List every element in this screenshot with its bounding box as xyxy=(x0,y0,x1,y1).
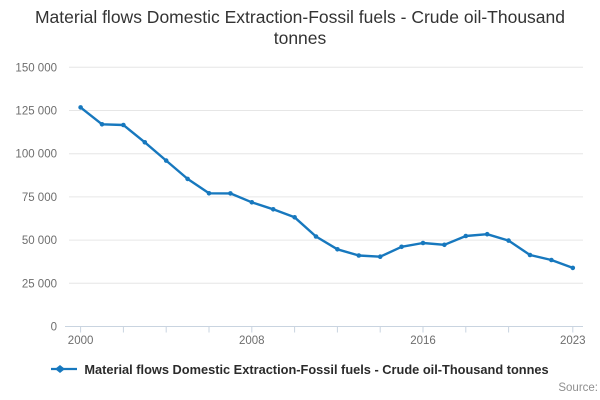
y-tick-label: 50 000 xyxy=(22,235,57,247)
series-marker[interactable] xyxy=(377,254,383,259)
series-marker[interactable] xyxy=(292,215,297,220)
series-marker[interactable] xyxy=(185,176,190,182)
series-marker[interactable] xyxy=(99,122,105,127)
series-marker[interactable] xyxy=(356,253,362,258)
y-tick-label: 125 000 xyxy=(15,106,57,118)
series-marker[interactable] xyxy=(570,265,576,271)
series-marker[interactable] xyxy=(313,234,319,239)
series-marker[interactable] xyxy=(549,257,554,263)
series-marker[interactable] xyxy=(527,252,533,258)
series-marker[interactable] xyxy=(206,191,212,196)
legend: Material flows Domestic Extraction-Fossi… xyxy=(0,360,600,378)
series-marker[interactable] xyxy=(142,140,148,145)
series-marker[interactable] xyxy=(335,247,340,252)
x-tick-label: 2023 xyxy=(560,335,586,347)
y-tick-label: 75 000 xyxy=(22,192,57,204)
y-tick-label: 25 000 xyxy=(22,278,57,290)
series-marker[interactable] xyxy=(442,242,447,248)
series-line xyxy=(79,106,574,270)
x-tick-label: 2008 xyxy=(239,335,265,347)
x-tick-label: 2000 xyxy=(68,335,94,347)
series-marker[interactable] xyxy=(249,200,255,205)
series-marker[interactable] xyxy=(228,191,233,196)
series-marker[interactable] xyxy=(163,158,169,163)
series-marker[interactable] xyxy=(484,231,490,237)
series-marker[interactable] xyxy=(121,122,126,128)
chart-title: Material flows Domestic Extraction-Fossi… xyxy=(34,7,566,48)
y-tick-label: 0 xyxy=(51,322,57,334)
chart-plot-area[interactable]: 0 25 000 50 000 75 000 100 000 125 000 150 000… xyxy=(0,0,600,352)
series-marker[interactable] xyxy=(506,238,511,243)
series-marker[interactable] xyxy=(78,105,83,110)
series-marker[interactable] xyxy=(270,207,276,212)
legend-item[interactable]: Material flows Domestic Extraction-Fossi… xyxy=(51,361,549,377)
y-tick-label: 100 000 xyxy=(15,149,57,161)
series-marker[interactable] xyxy=(399,244,404,250)
source-label: Source: xyxy=(558,382,598,394)
legend-item-label: Material flows Domestic Extraction-Fossi… xyxy=(84,361,549,377)
x-tick-label: 2016 xyxy=(410,335,436,347)
series-marker[interactable] xyxy=(463,233,469,239)
series-marker[interactable] xyxy=(420,240,426,246)
y-tick-label: 150 000 xyxy=(15,62,57,74)
series-marker-icon xyxy=(51,365,78,373)
